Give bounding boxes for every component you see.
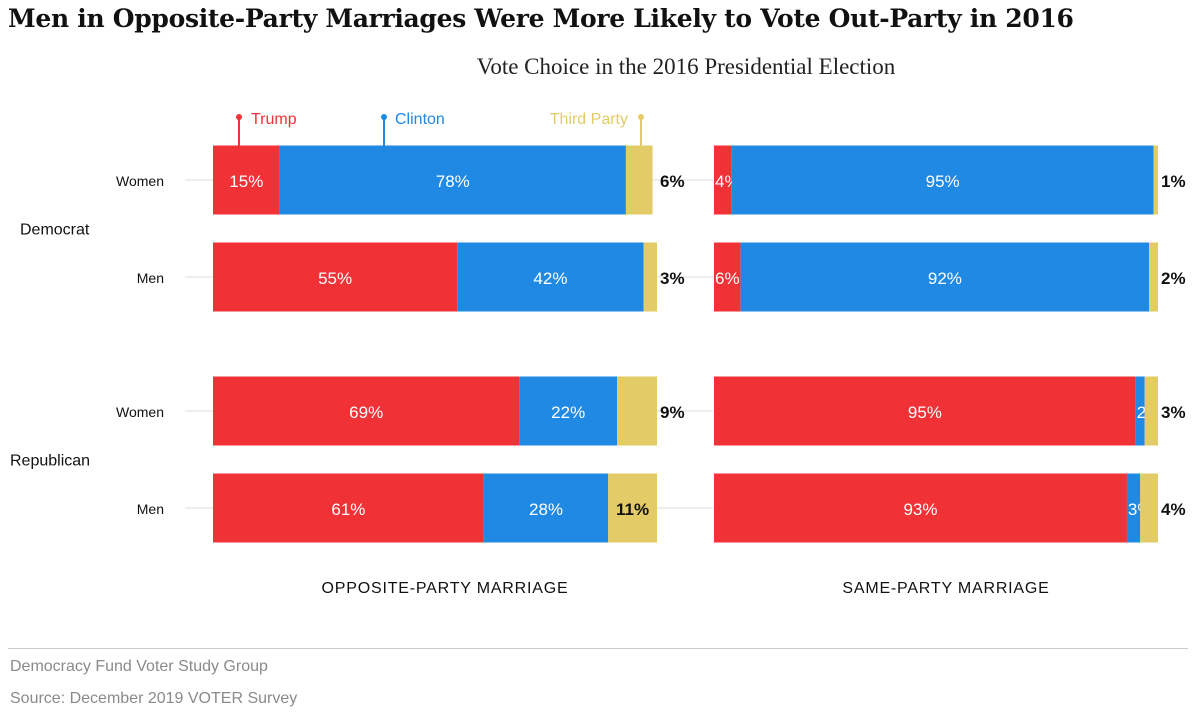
row-label: Men bbox=[137, 501, 164, 517]
footer-organization: Democracy Fund Voter Study Group bbox=[10, 658, 268, 675]
bar-segment-trump bbox=[714, 145, 732, 215]
legend-label-third-party: Third Party bbox=[550, 111, 628, 128]
stacked-bar-chart: Democrat Women 15% 78% 6% 4% 95% 1% Men 55% 42% 3% 6… bbox=[10, 111, 1186, 597]
footer-divider bbox=[8, 648, 1188, 649]
bar-segment-clinton bbox=[519, 376, 618, 446]
bar-segment-trump bbox=[213, 473, 484, 543]
data-label-trump: 61% bbox=[331, 500, 365, 519]
legend-dot-trump bbox=[236, 114, 242, 120]
bar-segment-clinton bbox=[731, 145, 1154, 215]
bar-segment-third-party bbox=[617, 376, 657, 446]
data-label-third-party: 9% bbox=[660, 403, 685, 422]
data-label-trump: 6% bbox=[715, 269, 740, 288]
bar-segment-trump bbox=[714, 376, 1136, 446]
data-label-clinton: 22% bbox=[551, 403, 585, 422]
chart-subtitle: Vote Choice in the 2016 Presidential Ele… bbox=[476, 54, 896, 79]
bar-segment-third-party bbox=[1140, 473, 1158, 543]
group-label-republican: Republican bbox=[10, 453, 90, 470]
data-label-trump: 69% bbox=[349, 403, 383, 422]
legend-dot-clinton bbox=[381, 114, 387, 120]
bar-segment-clinton bbox=[457, 242, 644, 312]
legend-dot-third-party bbox=[638, 114, 644, 120]
data-label-third-party: 11% bbox=[616, 500, 649, 519]
panel-title-same-party-marriage: SAME-PARTY MARRIAGE bbox=[842, 580, 1049, 597]
bar-segment-trump bbox=[714, 473, 1127, 543]
panel-title-opposite-party-marriage: OPPOSITE-PARTY MARRIAGE bbox=[322, 580, 569, 597]
bar-segment-third-party bbox=[1149, 242, 1158, 312]
chart-title: Men in Opposite-Party Marriages Were Mor… bbox=[8, 4, 1074, 33]
data-label-trump: 55% bbox=[318, 269, 352, 288]
bar-segment-third-party bbox=[643, 242, 657, 312]
bar-segment-clinton bbox=[1135, 376, 1145, 446]
group-label-democrat: Democrat bbox=[20, 222, 90, 239]
data-label-third-party: 6% bbox=[660, 172, 685, 191]
data-label-third-party: 1% bbox=[1161, 172, 1186, 191]
data-label-third-party: 3% bbox=[1161, 403, 1186, 422]
row-label: Women bbox=[116, 404, 164, 420]
bar-segment-clinton bbox=[1126, 473, 1141, 543]
data-label-third-party: 3% bbox=[660, 269, 685, 288]
bar-segment-clinton bbox=[279, 145, 626, 215]
data-label-trump: 93% bbox=[903, 500, 937, 519]
data-label-clinton: 28% bbox=[529, 500, 563, 519]
footer-source: Source: December 2019 VOTER Survey bbox=[10, 690, 298, 707]
data-label-trump: 95% bbox=[908, 403, 942, 422]
bar-segment-third-party bbox=[1153, 145, 1158, 215]
bar-segment-trump bbox=[213, 145, 280, 215]
data-label-third-party: 4% bbox=[1161, 500, 1186, 519]
data-label-clinton: 42% bbox=[533, 269, 567, 288]
bar-segment-trump bbox=[213, 376, 520, 446]
data-label-third-party: 2% bbox=[1161, 269, 1186, 288]
bar-segment-clinton bbox=[483, 473, 609, 543]
bar-segment-third-party bbox=[608, 473, 657, 543]
data-label-clinton: 95% bbox=[926, 172, 960, 191]
data-label-trump: 15% bbox=[229, 172, 263, 191]
bar-segment-trump bbox=[213, 242, 458, 312]
bar-segment-third-party bbox=[1144, 376, 1158, 446]
data-label-clinton: 92% bbox=[928, 269, 962, 288]
row-label: Women bbox=[116, 173, 164, 189]
data-label-clinton: 78% bbox=[436, 172, 470, 191]
legend-label-clinton: Clinton bbox=[395, 111, 445, 128]
legend-label-trump: Trump bbox=[251, 111, 297, 128]
bar-segment-clinton bbox=[740, 242, 1150, 312]
bar-segment-third-party bbox=[625, 145, 653, 215]
row-label: Men bbox=[137, 270, 164, 286]
bar-segment-trump bbox=[714, 242, 741, 312]
